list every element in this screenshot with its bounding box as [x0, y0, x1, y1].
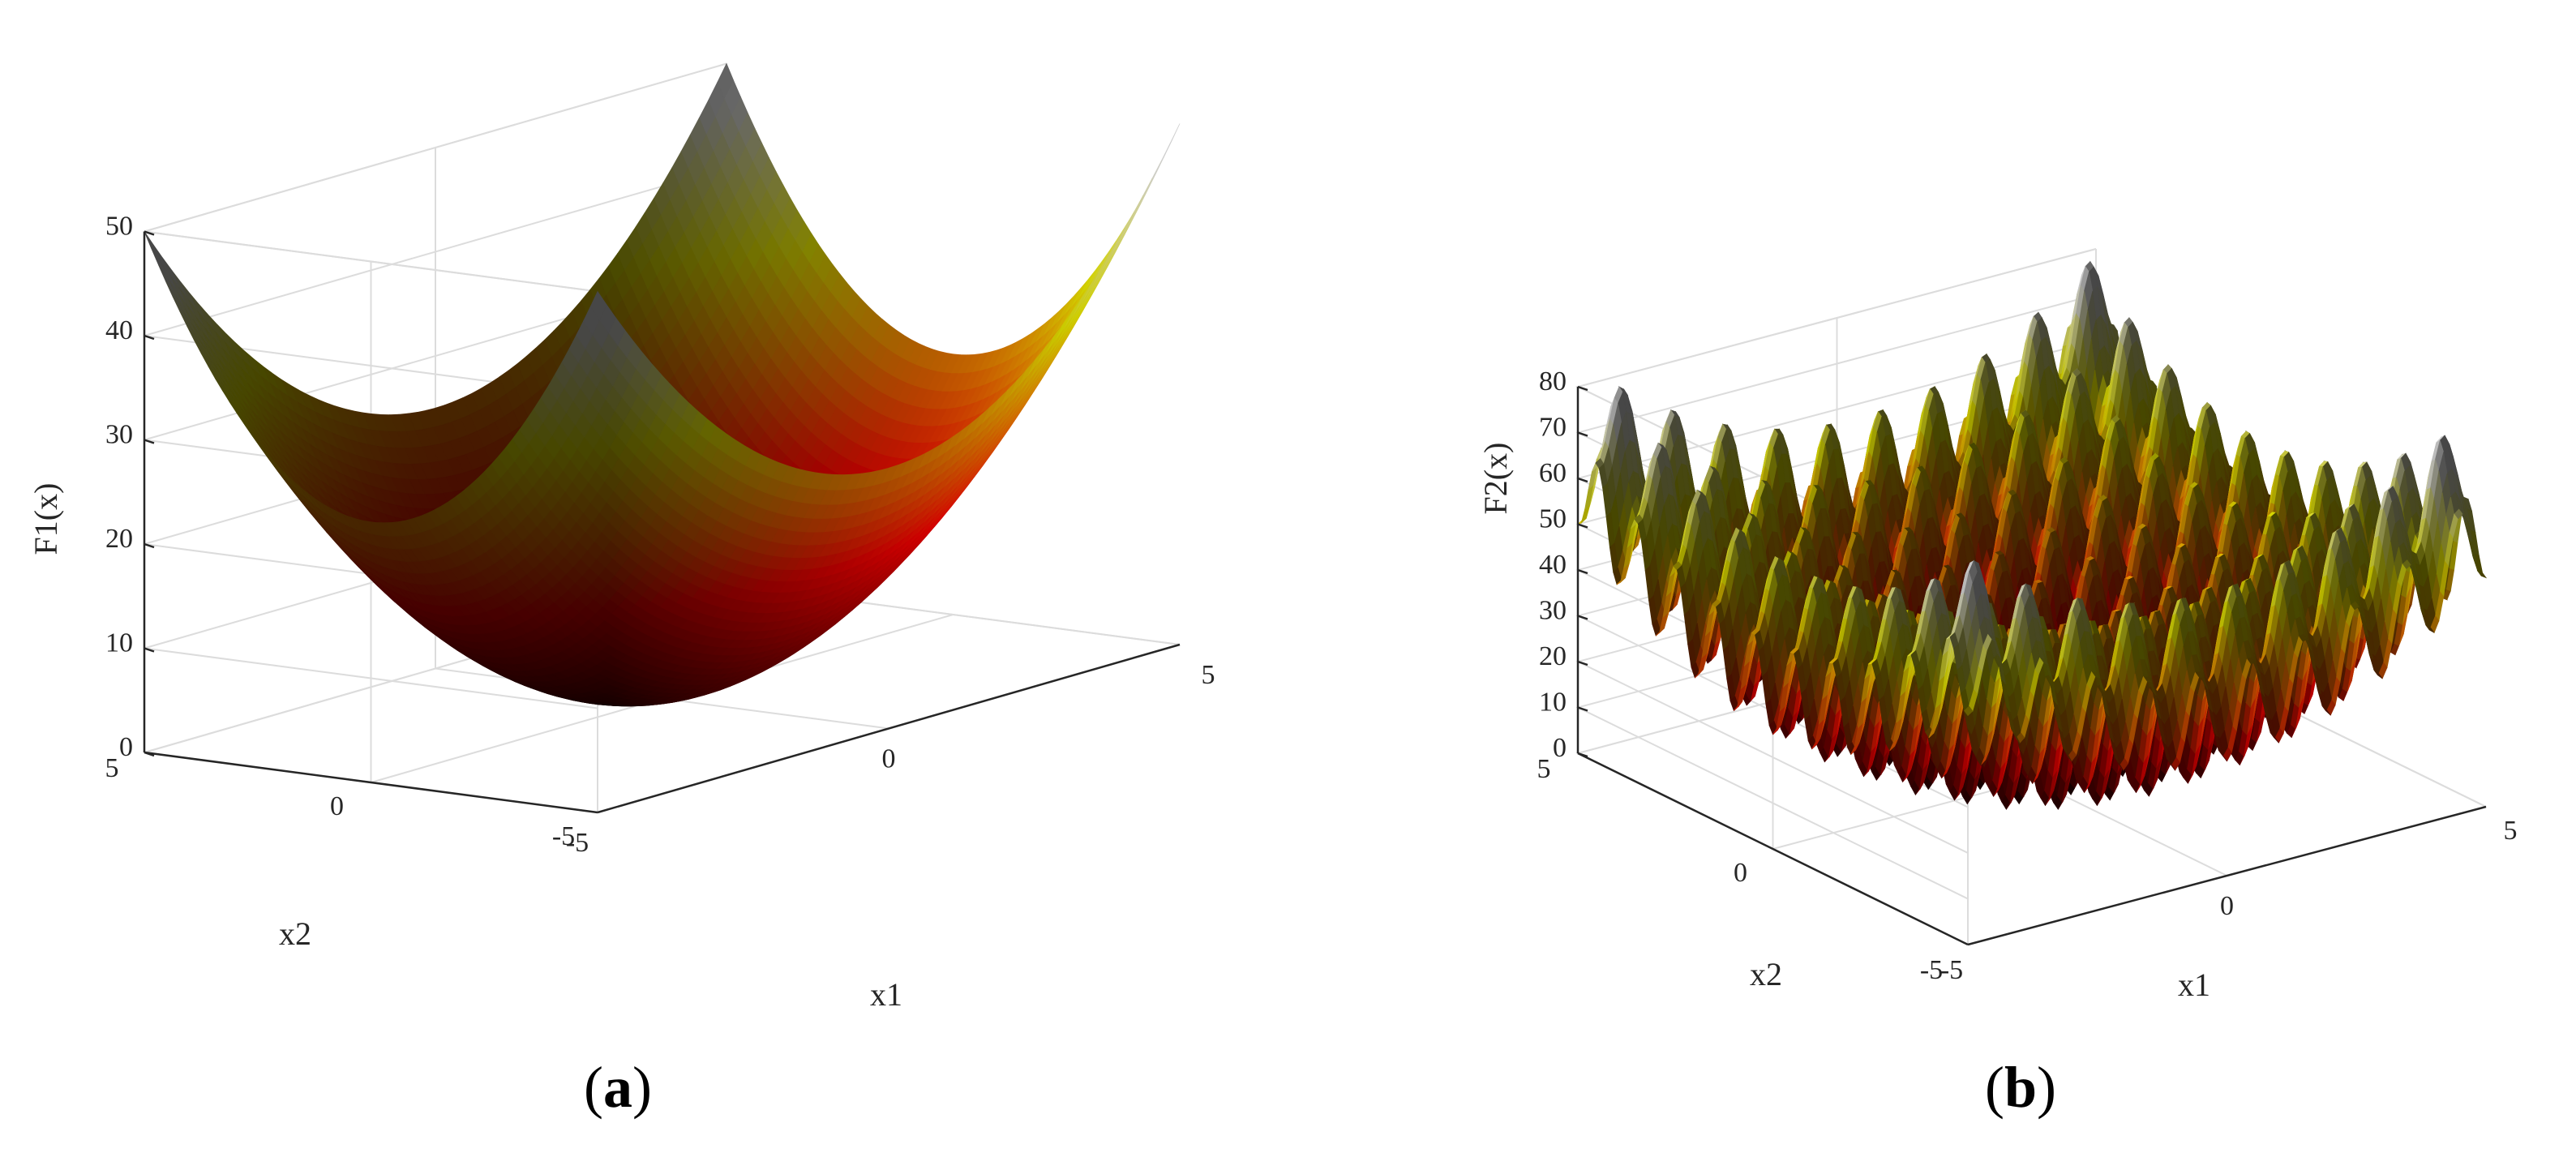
- surface-mesh: [1577, 260, 2488, 810]
- y-axis-line: [144, 751, 598, 814]
- x-tick-label: 5: [1202, 660, 1215, 690]
- z-tick-mark: [144, 647, 155, 653]
- z-tick-mark: [144, 334, 155, 341]
- chart-panel-b: 0 10 20 30 40 50 60 70 80 -5 0 5 -5 0 5 F2(x) x1 x2 (b): [1288, 0, 2576, 1170]
- x-tick-label: -5: [566, 828, 589, 858]
- y-tick-label: -5: [552, 821, 575, 851]
- z-tick-label: 10: [105, 628, 133, 658]
- z-tick-label: 40: [105, 315, 133, 345]
- z-axis-label: F1(x): [28, 483, 64, 555]
- z-tick-mark: [144, 751, 155, 757]
- z-tick-label: 20: [105, 524, 133, 554]
- chart-panel-a: 0 10 20 30 40 50 -5 0 5 -5 0 5 F1(x) x1 x2 (a): [28, 62, 1215, 1120]
- z-tick-mark: [144, 542, 155, 549]
- z-tick-mark: [144, 230, 155, 236]
- surface-face: [589, 290, 607, 321]
- z-tick-label: 30: [105, 420, 133, 450]
- surface-face: [144, 231, 161, 263]
- y-tick-label: 5: [105, 753, 119, 783]
- caption-a: (a): [584, 1055, 652, 1120]
- y-tick-label: 0: [330, 791, 344, 821]
- surface-mesh: [144, 62, 1181, 707]
- z-tick-label: 50: [105, 212, 133, 242]
- y-axis-label: x2: [279, 915, 311, 952]
- z-tick-label: 0: [119, 732, 133, 762]
- x-tick-label: 0: [882, 744, 896, 774]
- axis-lines: [143, 231, 1181, 814]
- x-axis-label: x1: [870, 976, 902, 1013]
- x-axis-line: [597, 643, 1181, 814]
- z-tick-mark: [144, 439, 155, 444]
